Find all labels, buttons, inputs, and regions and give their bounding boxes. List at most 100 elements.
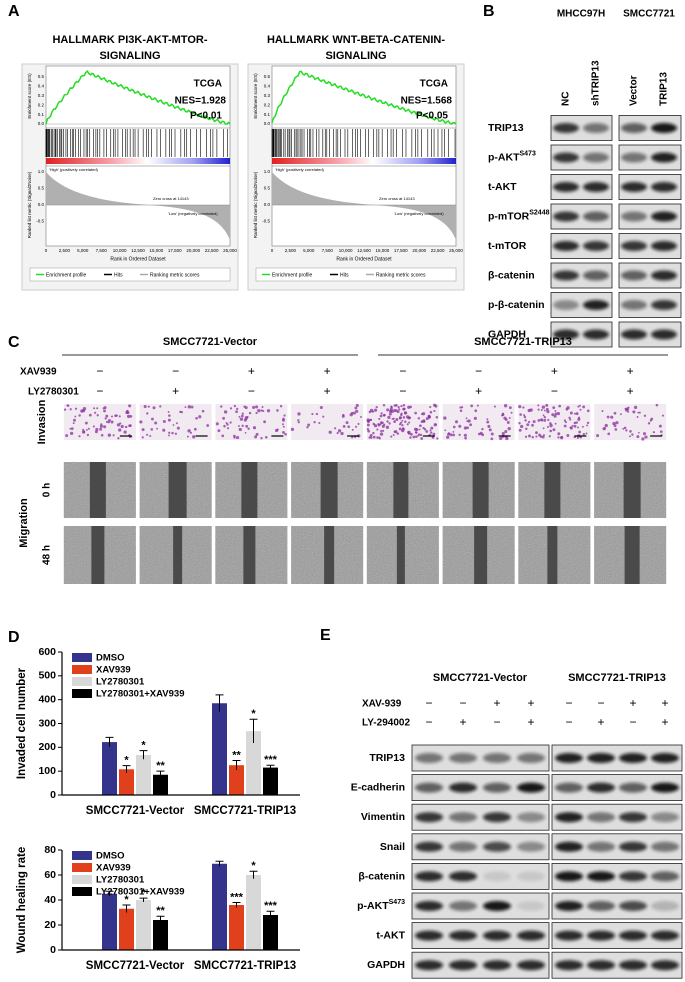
- row-title: Invasion: [36, 399, 48, 444]
- cell: [159, 405, 162, 408]
- bar: [246, 875, 261, 950]
- y-tick-label: 0: [50, 944, 56, 956]
- band: [517, 782, 545, 793]
- cell: [189, 431, 193, 434]
- cell: [391, 417, 394, 420]
- row-name: β-catenin: [358, 870, 405, 882]
- band: [651, 241, 677, 251]
- cell: [531, 436, 534, 439]
- sign: −: [493, 715, 500, 729]
- cell: [409, 405, 412, 409]
- cell: [118, 428, 122, 432]
- rank-tick: 7,500: [322, 248, 334, 253]
- nes: NES=1.568: [401, 96, 453, 107]
- cell: [623, 426, 627, 430]
- cell: [274, 428, 279, 433]
- cell: [385, 425, 390, 429]
- cell: [576, 437, 579, 440]
- cell: [99, 424, 104, 428]
- cell: [380, 429, 383, 433]
- cell: [559, 435, 564, 440]
- cell: [86, 433, 90, 437]
- cell: [347, 425, 351, 429]
- bar: [229, 905, 244, 950]
- cell: [264, 435, 268, 439]
- cell: [432, 432, 436, 436]
- cell: [573, 424, 577, 428]
- cell: [128, 424, 131, 428]
- cell: [282, 423, 284, 426]
- row-label: Snail: [380, 841, 405, 853]
- cell: [149, 435, 152, 438]
- cell: [69, 431, 74, 436]
- cell: [100, 433, 104, 437]
- wound-gap: [173, 526, 183, 584]
- legend-swatch: [72, 875, 92, 884]
- bar: [119, 908, 134, 950]
- cell: [402, 407, 406, 411]
- sign: +: [661, 696, 668, 710]
- cell: [518, 422, 521, 425]
- cell: [128, 404, 132, 408]
- bar: [136, 754, 151, 795]
- cell: [167, 411, 170, 413]
- cell: [388, 422, 391, 425]
- cell: [147, 405, 150, 408]
- cell: [477, 432, 481, 436]
- band: [583, 123, 609, 133]
- cell: [428, 416, 431, 419]
- cell: [473, 416, 477, 420]
- band: [449, 901, 477, 911]
- band: [555, 871, 583, 882]
- row-name: t-AKT: [376, 929, 405, 941]
- cell: [220, 405, 223, 408]
- error-bar: [105, 736, 114, 747]
- sign: −: [425, 715, 432, 729]
- cell: [573, 412, 576, 415]
- cell: [577, 405, 580, 408]
- cell: [601, 410, 604, 413]
- cell: [241, 412, 244, 415]
- cell: [367, 429, 371, 433]
- error-bar: [122, 904, 131, 913]
- cell: [523, 414, 526, 417]
- sign: +: [661, 715, 668, 729]
- cell: [551, 413, 555, 417]
- rank-tick: 17,500: [168, 248, 182, 253]
- y-tick-label: 300: [38, 717, 56, 729]
- band: [583, 152, 609, 163]
- treatment-label: LY2780301: [28, 387, 79, 398]
- legend-swatch: [72, 665, 92, 674]
- plot-title: SIGNALING: [99, 50, 160, 62]
- legend-label: LY2780301: [96, 875, 145, 886]
- cell: [244, 431, 247, 434]
- band: [651, 270, 677, 281]
- wound-gap: [547, 526, 558, 584]
- low-label: 'Low' (negatively correlated): [168, 211, 218, 216]
- cell: [633, 405, 638, 410]
- cell: [95, 427, 99, 432]
- bar: [102, 742, 117, 795]
- band: [555, 901, 583, 911]
- cell: [118, 415, 121, 418]
- cell: [452, 430, 455, 433]
- band: [619, 753, 647, 763]
- cell: [402, 404, 406, 407]
- cell: [192, 435, 196, 439]
- cell: [577, 426, 579, 429]
- cell: [454, 420, 459, 424]
- rank-tick: 22,500: [431, 248, 445, 253]
- cell: [237, 425, 240, 427]
- cell: [575, 421, 578, 424]
- cell: [108, 419, 111, 422]
- bar: [212, 863, 227, 950]
- cell: [661, 414, 665, 417]
- error-bar: [266, 910, 275, 919]
- cell: [386, 420, 389, 423]
- cell: [392, 433, 395, 436]
- row-name: Snail: [380, 841, 405, 853]
- cell: [290, 427, 295, 432]
- invasion-image: [291, 404, 364, 440]
- cell: [345, 421, 349, 425]
- metric-tick: 0.5: [38, 186, 45, 191]
